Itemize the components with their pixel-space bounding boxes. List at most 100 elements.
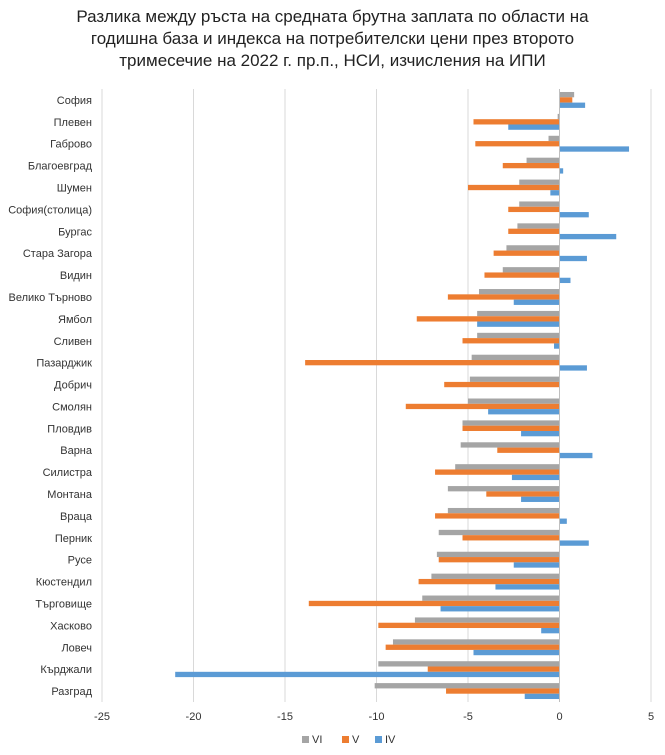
legend-swatch-vi bbox=[302, 736, 309, 743]
bar-v-18 bbox=[486, 491, 560, 497]
category-label: Варна bbox=[60, 445, 93, 457]
bar-vi-21 bbox=[436, 551, 560, 558]
bar-iv-25 bbox=[473, 649, 560, 656]
bar-v-12 bbox=[305, 360, 560, 366]
bar-vi-2 bbox=[548, 135, 560, 142]
bar-vi-16 bbox=[460, 442, 560, 448]
category-label: София bbox=[57, 95, 92, 107]
x-tick-label: 0 bbox=[556, 711, 562, 723]
bar-v-14 bbox=[405, 403, 560, 410]
legend-label-iv: IV bbox=[385, 734, 396, 746]
bar-v-27 bbox=[446, 688, 560, 694]
bar-vi-0 bbox=[559, 91, 575, 98]
bar-iv-22 bbox=[495, 584, 560, 590]
category-label: Велико Търново bbox=[8, 292, 92, 304]
category-label: София(столица) bbox=[8, 204, 92, 216]
category-label: Разград bbox=[51, 686, 92, 698]
bar-iv-18 bbox=[521, 496, 560, 502]
bar-iv-20 bbox=[559, 540, 589, 546]
category-label: Бургас bbox=[58, 226, 92, 238]
bar-vi-18 bbox=[447, 486, 560, 492]
legend-swatch-iv bbox=[375, 736, 382, 743]
bar-v-9 bbox=[447, 294, 560, 300]
bar-vi-7 bbox=[506, 245, 560, 251]
legend-swatch-v bbox=[342, 736, 349, 743]
category-label: Силистра bbox=[43, 467, 93, 479]
bar-vi-26 bbox=[378, 661, 560, 667]
bar-v-7 bbox=[493, 250, 560, 256]
bar-v-26 bbox=[427, 666, 560, 672]
bar-iv-2 bbox=[559, 146, 630, 152]
bar-v-1 bbox=[473, 119, 560, 125]
bar-v-25 bbox=[385, 644, 560, 650]
category-label: Сливен bbox=[54, 336, 92, 348]
bar-iv-17 bbox=[511, 474, 560, 481]
bar-iv-26 bbox=[175, 671, 560, 678]
title-line-1: Разлика между ръста на средната брутна з… bbox=[76, 7, 589, 26]
bar-vi-19 bbox=[447, 507, 560, 514]
bar-v-23 bbox=[308, 600, 560, 607]
bar-vi-22 bbox=[431, 573, 560, 579]
bar-iv-21 bbox=[513, 562, 560, 568]
bar-vi-14 bbox=[468, 398, 560, 404]
legend-label-v: V bbox=[352, 734, 360, 746]
x-tick-label: 5 bbox=[648, 711, 654, 723]
bar-vi-8 bbox=[502, 267, 560, 273]
bar-v-3 bbox=[502, 162, 560, 169]
bar-iv-16 bbox=[559, 452, 593, 459]
bar-iv-9 bbox=[513, 299, 560, 305]
category-label: Русе bbox=[68, 555, 92, 567]
bar-iv-11 bbox=[554, 343, 560, 349]
bar-iv-0 bbox=[559, 102, 586, 108]
bar-iv-12 bbox=[559, 365, 587, 371]
bar-v-17 bbox=[435, 469, 560, 475]
bar-v-20 bbox=[462, 535, 560, 541]
category-label: Кърджали bbox=[40, 664, 92, 676]
bar-vi-9 bbox=[478, 289, 560, 295]
bar-iv-15 bbox=[521, 430, 560, 437]
category-label: Кюстендил bbox=[36, 577, 92, 589]
bar-v-8 bbox=[484, 272, 560, 278]
bar-iv-23 bbox=[440, 606, 560, 612]
bar-vi-25 bbox=[392, 639, 560, 645]
bar-vi-5 bbox=[519, 201, 560, 207]
bar-vi-12 bbox=[471, 354, 560, 361]
bar-v-15 bbox=[462, 425, 560, 431]
x-tick-label: -15 bbox=[277, 711, 293, 723]
x-tick-label: -25 bbox=[94, 711, 110, 723]
bar-iv-27 bbox=[524, 693, 560, 700]
bar-iv-19 bbox=[559, 518, 567, 524]
bar-vi-27 bbox=[374, 683, 560, 689]
bar-vi-15 bbox=[462, 420, 560, 426]
bar-iv-10 bbox=[477, 321, 560, 327]
bar-vi-20 bbox=[438, 529, 560, 536]
category-label: Търговище bbox=[35, 598, 92, 610]
category-label: Ловеч bbox=[61, 642, 92, 654]
category-label: Пазарджик bbox=[36, 358, 92, 370]
category-label: Перник bbox=[55, 533, 92, 545]
bar-v-5 bbox=[508, 206, 560, 213]
bar-v-22 bbox=[418, 578, 560, 585]
title-line-2: годишна база и индекса на потребителски … bbox=[90, 29, 575, 48]
category-label: Хасково bbox=[50, 620, 92, 632]
bar-iv-7 bbox=[559, 255, 587, 262]
category-label: Пловдив bbox=[47, 423, 92, 435]
category-label: Видин bbox=[60, 270, 92, 282]
x-tick-label: -10 bbox=[369, 711, 385, 723]
category-label: Монтана bbox=[47, 489, 93, 501]
bar-iv-1 bbox=[508, 124, 560, 130]
category-label: Габрово bbox=[50, 139, 92, 151]
bar-v-24 bbox=[378, 622, 560, 629]
bar-vi-1 bbox=[557, 113, 560, 120]
bar-v-2 bbox=[475, 141, 560, 147]
bar-v-21 bbox=[438, 557, 560, 563]
bar-iv-8 bbox=[559, 277, 571, 284]
bar-v-4 bbox=[468, 184, 560, 191]
category-label: Смолян bbox=[52, 401, 92, 413]
bar-v-11 bbox=[462, 338, 560, 344]
bar-iv-14 bbox=[488, 409, 560, 415]
category-label: Плевен bbox=[54, 117, 92, 129]
bar-vi-6 bbox=[517, 223, 560, 229]
